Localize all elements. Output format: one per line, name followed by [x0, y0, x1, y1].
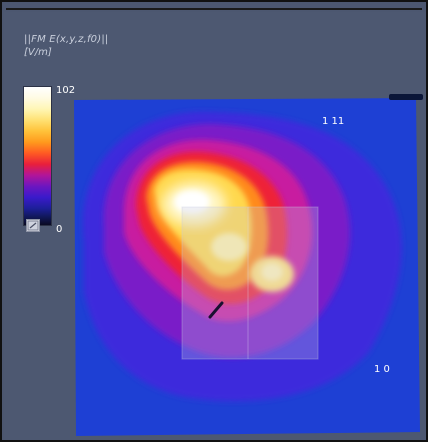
antenna-element[interactable]: [208, 301, 224, 319]
field-hotspot-mid: [211, 233, 247, 261]
field-plot[interactable]: [4, 12, 426, 442]
field-hotspot-core: [174, 190, 210, 214]
colorbar-max-label: 102: [56, 85, 76, 96]
field-unit: [V/m]: [24, 47, 52, 58]
marker-lower-right: 1 0: [374, 364, 390, 375]
field-viewport[interactable]: ||FM E(x,y,z,f0)|| [V/m] 102 0 1 11 1 0: [4, 12, 426, 442]
colorbar-toggle-icon[interactable]: [26, 219, 40, 232]
colorbar-min-label: 0: [56, 224, 63, 235]
field-lobe-secondary-core: [261, 263, 283, 281]
colorbar: [23, 86, 52, 226]
marker-upper-right: 1 11: [322, 116, 345, 127]
top-separator: [6, 8, 422, 10]
device-overlay-box[interactable]: [181, 206, 319, 360]
corner-tab[interactable]: [389, 94, 423, 100]
field-title: ||FM E(x,y,z,f0)||: [24, 34, 109, 45]
